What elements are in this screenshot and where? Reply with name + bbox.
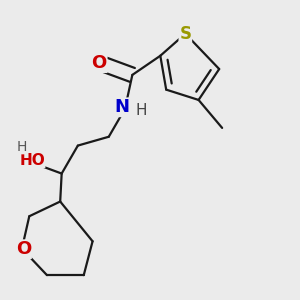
Text: HO: HO	[19, 153, 45, 168]
Text: S: S	[179, 25, 191, 43]
Text: O: O	[92, 54, 107, 72]
Text: N: N	[115, 98, 130, 116]
Text: O: O	[16, 240, 31, 258]
Text: H: H	[17, 140, 27, 154]
Text: H: H	[135, 103, 147, 118]
